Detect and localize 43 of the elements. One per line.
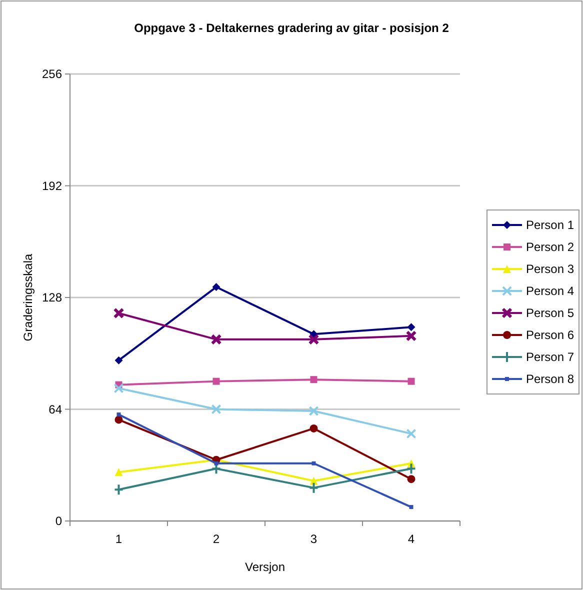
y-tick-label: 0 bbox=[55, 514, 62, 528]
point bbox=[308, 482, 319, 494]
point bbox=[310, 424, 318, 432]
y-tick-label: 192 bbox=[42, 178, 62, 193]
point bbox=[210, 334, 222, 345]
x-tick-label: 4 bbox=[408, 532, 415, 546]
point bbox=[312, 461, 316, 466]
point bbox=[114, 416, 123, 424]
legend-label: Person 2 bbox=[526, 240, 574, 254]
point bbox=[113, 308, 124, 319]
legend-label: Person 5 bbox=[526, 306, 574, 320]
x-tick-label: 2 bbox=[212, 532, 220, 546]
legend-label: Person 3 bbox=[526, 262, 574, 276]
legend-label: Person 1 bbox=[526, 218, 574, 232]
point bbox=[407, 323, 416, 332]
y-axis-title: Graderingsskala bbox=[21, 253, 35, 342]
point bbox=[308, 334, 320, 345]
point bbox=[406, 428, 416, 439]
legend-label: Person 8 bbox=[526, 372, 574, 386]
point bbox=[308, 406, 319, 416]
point bbox=[116, 412, 121, 416]
x-tick-label: 3 bbox=[310, 532, 318, 546]
x-tick-label: 1 bbox=[115, 532, 122, 546]
point bbox=[114, 383, 124, 394]
legend-label: Person 7 bbox=[526, 350, 574, 364]
point bbox=[406, 330, 417, 342]
y-tick-label: 256 bbox=[42, 67, 62, 82]
legend-label: Person 6 bbox=[526, 328, 574, 342]
point bbox=[211, 404, 222, 414]
y-tick-label: 64 bbox=[48, 402, 62, 416]
point bbox=[214, 461, 218, 466]
y-tick-label: 128 bbox=[42, 290, 62, 305]
x-axis-title: Versjon bbox=[244, 560, 286, 574]
point bbox=[408, 378, 415, 385]
point bbox=[407, 475, 416, 484]
chart-title: Oppgave 3 - Deltakernes gradering av gitar - posisjon 2 bbox=[134, 21, 450, 35]
point bbox=[212, 283, 220, 292]
point bbox=[409, 505, 414, 510]
point bbox=[212, 378, 220, 385]
point bbox=[114, 468, 123, 476]
point bbox=[114, 356, 123, 364]
point bbox=[310, 376, 318, 384]
legend-label: Person 4 bbox=[526, 284, 574, 298]
